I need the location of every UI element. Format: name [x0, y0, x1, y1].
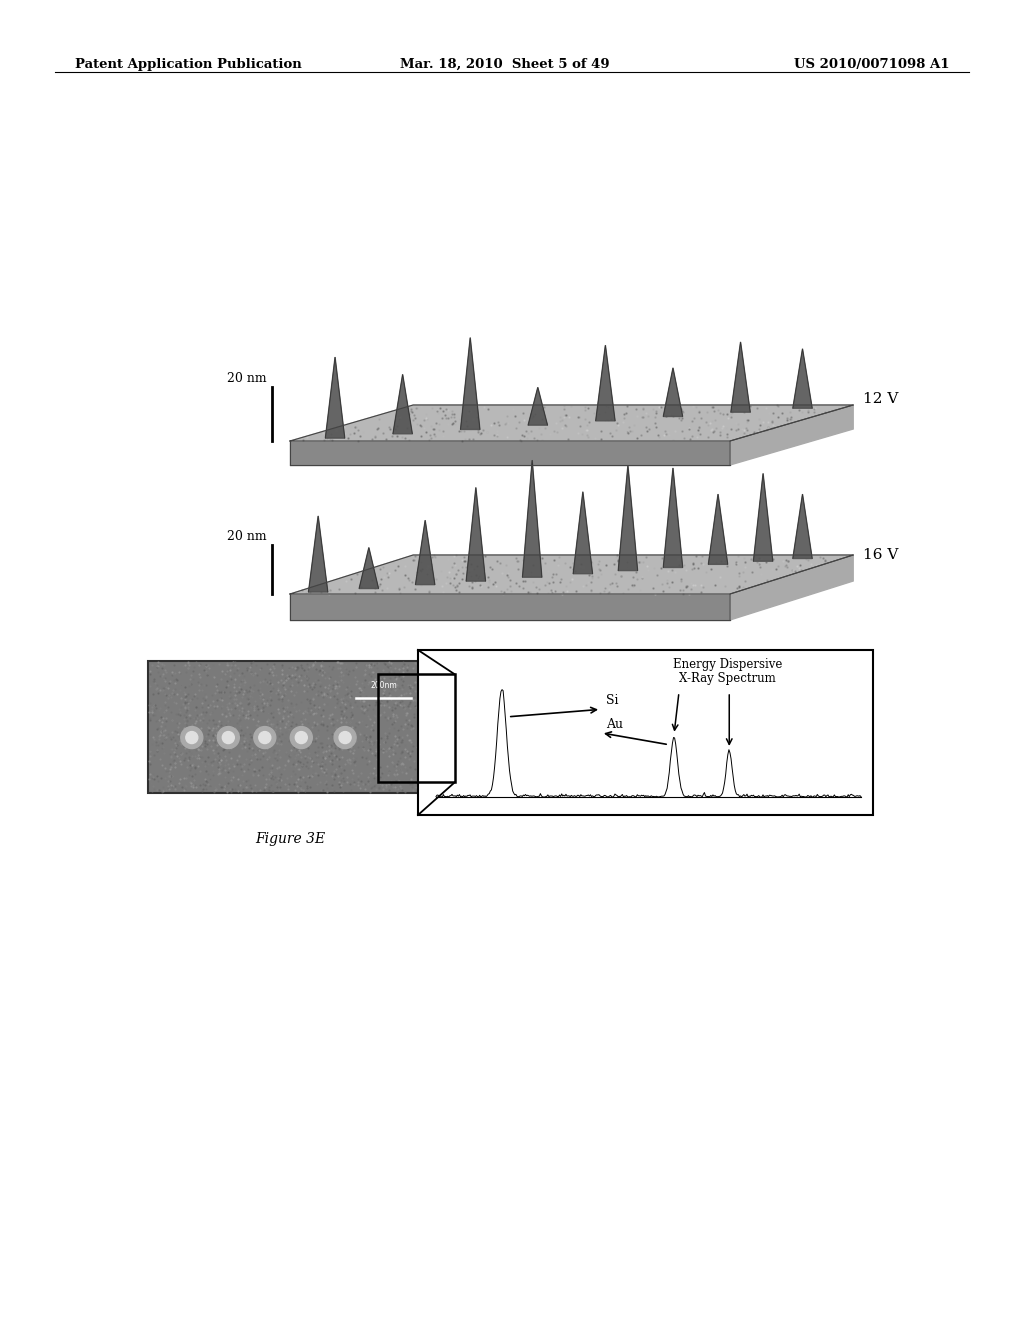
Polygon shape [461, 338, 480, 429]
Polygon shape [664, 469, 683, 568]
Circle shape [295, 731, 307, 743]
Polygon shape [793, 348, 812, 408]
Circle shape [222, 731, 234, 743]
Circle shape [185, 731, 198, 743]
Polygon shape [466, 487, 485, 581]
Text: 200nm: 200nm [371, 681, 397, 690]
Text: Au: Au [606, 718, 623, 731]
Circle shape [254, 726, 275, 748]
Text: Figure 3D: Figure 3D [476, 655, 548, 669]
Polygon shape [664, 368, 683, 417]
Circle shape [334, 726, 356, 748]
Circle shape [259, 731, 270, 743]
Polygon shape [731, 342, 751, 412]
Polygon shape [522, 461, 542, 577]
Text: Patent Application Publication: Patent Application Publication [75, 58, 302, 71]
Text: 12 V: 12 V [863, 392, 899, 407]
Text: 20 nm: 20 nm [227, 372, 267, 385]
Polygon shape [730, 405, 853, 465]
Circle shape [339, 731, 351, 743]
Polygon shape [290, 405, 853, 441]
Polygon shape [290, 594, 730, 620]
Polygon shape [730, 554, 853, 620]
Polygon shape [528, 387, 548, 425]
Text: US 2010/0071098 A1: US 2010/0071098 A1 [795, 58, 950, 71]
Polygon shape [416, 520, 435, 585]
Polygon shape [290, 554, 853, 594]
Text: 20 nm: 20 nm [227, 529, 267, 543]
Polygon shape [754, 474, 773, 561]
Polygon shape [573, 492, 593, 574]
Polygon shape [596, 346, 615, 421]
Text: Mar. 18, 2010  Sheet 5 of 49: Mar. 18, 2010 Sheet 5 of 49 [400, 58, 609, 71]
Polygon shape [709, 494, 728, 565]
Text: Si: Si [606, 694, 618, 708]
Circle shape [181, 726, 203, 748]
Polygon shape [326, 358, 345, 438]
Polygon shape [290, 441, 730, 465]
Bar [148, 661, 513, 793]
Polygon shape [308, 516, 328, 593]
Circle shape [290, 726, 312, 748]
Polygon shape [793, 494, 812, 558]
Text: 16 V: 16 V [863, 548, 899, 562]
Text: Energy Dispersive: Energy Dispersive [673, 657, 782, 671]
Polygon shape [393, 375, 413, 434]
Circle shape [217, 726, 240, 748]
Bar [378, 675, 455, 783]
Polygon shape [618, 466, 638, 570]
Polygon shape [359, 548, 379, 589]
Text: Figure 3E: Figure 3E [255, 832, 325, 846]
Bar [418, 649, 873, 814]
Text: X-Ray Spectrum: X-Ray Spectrum [679, 672, 776, 685]
